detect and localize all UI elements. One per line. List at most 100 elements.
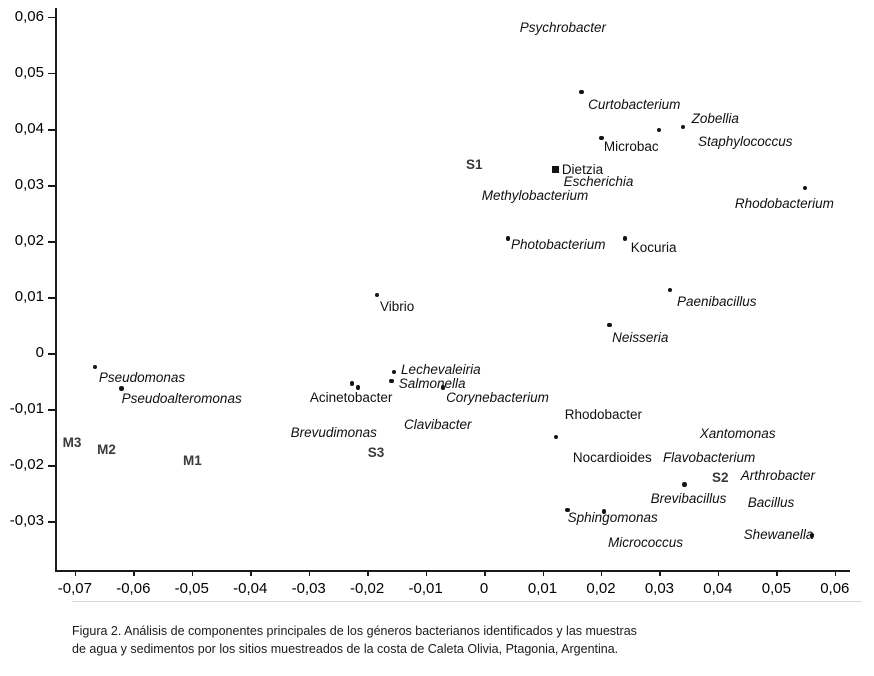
genus-label: Arthrobacter <box>740 468 815 484</box>
x-tick-label: -0,01 <box>408 580 443 597</box>
data-point-marker <box>553 434 559 440</box>
x-tick-label: 0,01 <box>527 580 558 597</box>
y-tick-label: 0,05 <box>14 63 44 81</box>
y-tick-label: 0 <box>35 344 44 362</box>
x-tick-label: 0,06 <box>820 580 850 597</box>
genus-label: Microbac <box>603 138 659 154</box>
data-point-marker <box>680 124 686 130</box>
data-point-marker <box>682 482 687 487</box>
x-tick-mark <box>600 570 603 576</box>
data-point-marker <box>802 185 808 191</box>
sample-site-label: S2 <box>712 470 729 486</box>
x-tick-label: -0,04 <box>233 580 268 597</box>
data-point-marker <box>389 378 394 384</box>
y-tick-mark <box>48 129 55 131</box>
y-tick-label: 0,04 <box>14 120 44 138</box>
genus-label: Neisseria <box>612 330 669 346</box>
genus-label: Kocuria <box>630 239 677 255</box>
x-tick-mark <box>308 570 311 576</box>
data-point-marker <box>809 533 815 538</box>
y-tick-label: 0,03 <box>14 176 44 194</box>
genus-label: Paenibacillus <box>676 294 757 310</box>
genus-label: Brevibacillus <box>650 491 727 507</box>
genus-label: Staphylococcus <box>698 133 793 149</box>
x-tick-mark <box>659 570 661 576</box>
data-point-marker <box>505 236 511 241</box>
x-axis-line <box>55 570 850 572</box>
x-tick-mark <box>191 570 194 576</box>
genus-label: Flavobacterium <box>662 450 756 466</box>
y-tick-mark <box>48 185 55 187</box>
x-tick-mark <box>74 570 77 576</box>
caption-separator-line <box>72 601 862 602</box>
data-point-marker <box>355 385 361 390</box>
genus-label: Escherichia <box>563 174 634 190</box>
data-point-marker <box>440 385 446 390</box>
x-tick-mark <box>367 570 369 576</box>
genus-label: Lechevaleiria <box>401 361 481 377</box>
caption-line-2: de agua y sedimentos por los sitios mues… <box>72 642 619 656</box>
genus-label: Nocardioides <box>572 450 652 466</box>
sample-site-label: S3 <box>367 445 385 461</box>
data-point-marker <box>599 135 604 141</box>
x-tick-mark <box>834 570 837 576</box>
genus-label: Shewanella <box>743 527 814 543</box>
y-tick-label: 0,06 <box>14 7 44 25</box>
x-tick-mark <box>250 570 252 576</box>
data-point-marker <box>391 369 397 375</box>
genus-label: Xantomonas <box>699 426 776 442</box>
genus-label: Psychrobacter <box>519 20 607 36</box>
genus-label: Brevudimonas <box>290 425 377 441</box>
sample-site-label: S1 <box>465 156 483 172</box>
data-point-marker <box>349 381 355 386</box>
x-tick-label: 0,03 <box>644 580 675 597</box>
x-tick-label: -0,03 <box>291 580 326 597</box>
y-tick-label: 0,01 <box>14 288 44 306</box>
genus-label: Photobacterium <box>510 237 606 252</box>
data-point-marker <box>607 322 612 328</box>
genus-label: Vibrio <box>380 299 415 315</box>
x-tick-label: 0,04 <box>703 580 733 597</box>
x-tick-mark <box>484 570 486 576</box>
genus-label: Salmonella <box>398 375 466 391</box>
pca-scatter-plot: -0,07 -0,06 -0,05 -0,04 -0,03 -0,02 -0,01 0 0,01… <box>9 7 850 597</box>
genus-label: Pseudomonas <box>98 370 186 386</box>
genus-label: Rhodobacterium <box>734 196 834 212</box>
y-tick-mark <box>48 297 55 299</box>
genus-label: Clavibacter <box>403 417 472 433</box>
sample-site-label: M1 <box>183 453 202 469</box>
data-point-marker <box>656 127 662 133</box>
x-tick-label: -0,02 <box>350 580 385 597</box>
data-point-marker <box>374 292 380 298</box>
data-point-marker <box>579 89 584 95</box>
genus-label: Bacillus <box>747 495 795 511</box>
y-tick-mark <box>48 465 55 467</box>
y-tick-label: 0,02 <box>14 232 44 250</box>
figure-caption: Figura 2. Análisis de componentes princi… <box>72 622 812 658</box>
x-tick-label: -0,05 <box>174 580 209 597</box>
x-tick-mark <box>776 570 778 576</box>
x-tick-label: 0,02 <box>586 580 616 597</box>
genus-label: Micrococcus <box>607 535 683 551</box>
sample-site-label: M2 <box>97 442 116 458</box>
data-point-marker <box>622 236 628 241</box>
data-point-marker <box>601 509 607 514</box>
genus-label: Sphingomonas <box>567 510 658 526</box>
y-axis-line <box>55 8 57 570</box>
x-tick-mark <box>133 570 135 576</box>
y-tick-mark <box>48 241 55 243</box>
genus-label: Rhodobacter <box>564 407 643 423</box>
genus-label: Corynebacterium <box>446 389 549 405</box>
caption-line-1: Figura 2. Análisis de componentes princi… <box>72 624 637 638</box>
x-tick-mark <box>717 570 720 576</box>
data-point-marker <box>119 386 124 391</box>
data-point-marker <box>667 287 673 293</box>
genus-label: Dietzia <box>561 161 604 177</box>
y-tick-mark <box>48 353 55 355</box>
x-tick-mark <box>542 570 545 576</box>
y-tick-mark <box>48 72 55 75</box>
y-tick-label: -0,01 <box>9 400 44 418</box>
y-tick-mark <box>48 521 55 523</box>
y-tick-label: -0,03 <box>9 512 44 530</box>
